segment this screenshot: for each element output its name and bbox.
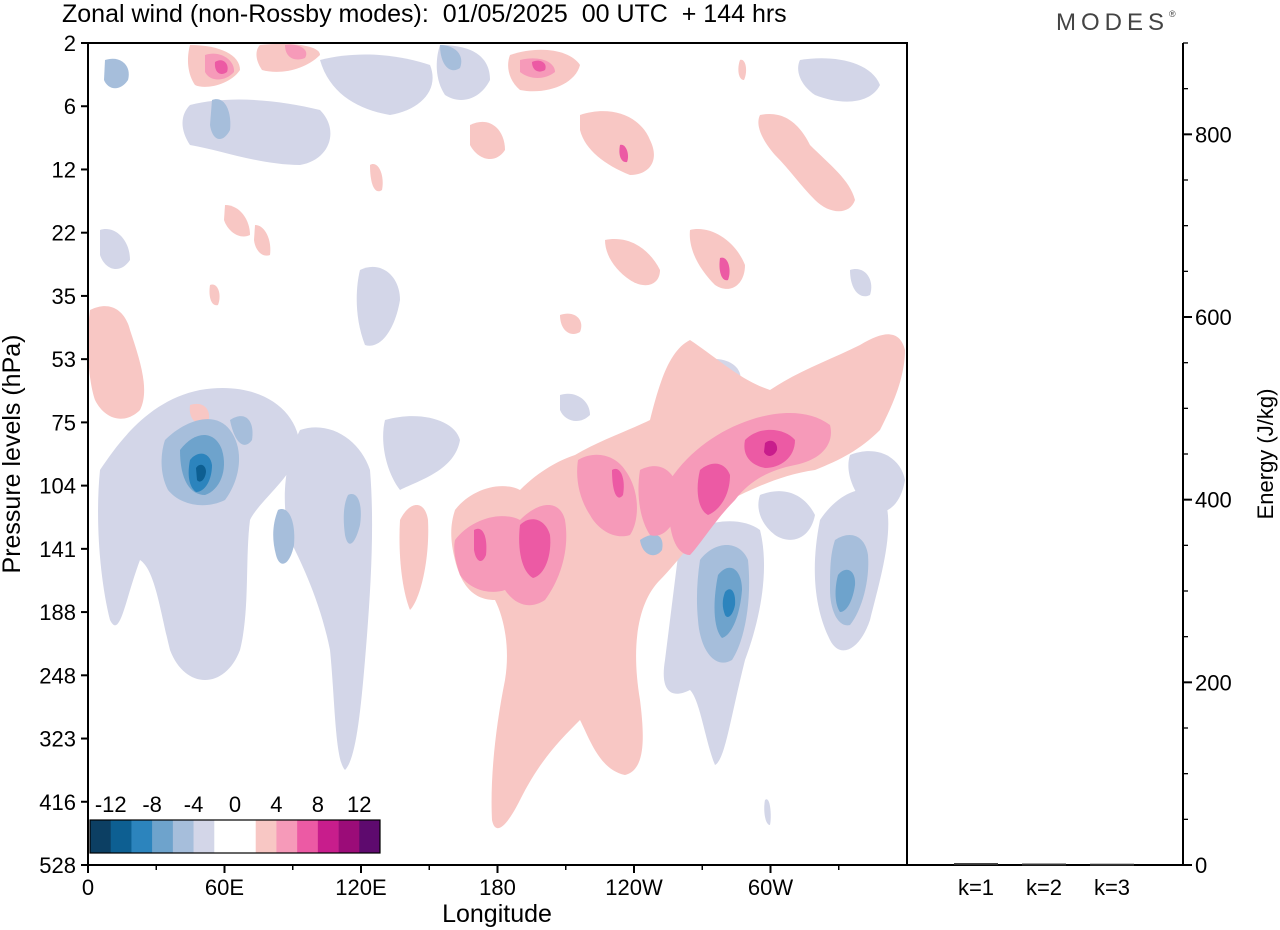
y-axis-title: Pressure levels (hPa) [0, 335, 26, 574]
energy-category-labels: k=1 k=2 k=3 [958, 875, 1130, 900]
colorbar-label: 0 [229, 792, 241, 817]
y-tick-label: 248 [39, 663, 76, 688]
y-tick-label: 141 [39, 537, 76, 562]
colorbar-swatch [359, 820, 381, 853]
colorbar-swatch [235, 820, 257, 853]
energy-bar [1022, 863, 1066, 866]
energy-tick-label: 800 [1195, 122, 1232, 147]
colorbar-swatch [255, 820, 277, 853]
energy-tick-label: 200 [1195, 670, 1232, 695]
y-tick-label: 2 [64, 31, 76, 56]
colorbar-swatch [152, 820, 174, 853]
brand-text: MODES [1056, 9, 1170, 36]
y-tick-label: 35 [52, 284, 76, 309]
registered-mark: ® [1169, 9, 1176, 19]
y-tick-label: 6 [64, 94, 76, 119]
colorbar-swatch [131, 820, 153, 853]
energy-tick-label: 400 [1195, 488, 1232, 513]
colorbar-label: 8 [312, 792, 324, 817]
colorbar-swatch [193, 820, 215, 853]
energy-category-label: k=2 [1026, 875, 1062, 900]
energy-tick-marks [1183, 42, 1192, 866]
x-tick-label: 120W [605, 875, 663, 900]
y-tick-label: 104 [39, 474, 76, 499]
energy-bar [954, 863, 998, 866]
colorbar [89, 819, 381, 854]
y-tick-marks [81, 42, 88, 866]
energy-tick-label: 0 [1195, 853, 1207, 878]
colorbar-label: 4 [270, 792, 282, 817]
zonal-wind-field [88, 43, 905, 829]
x-tick-marks [87, 865, 840, 873]
colorbar-swatch [338, 820, 360, 853]
y-tick-label: 53 [52, 347, 76, 372]
y-tick-label: 22 [52, 221, 76, 246]
energy-tick-labels: 0 200 400 600 800 [1195, 122, 1232, 878]
y-tick-label: 188 [39, 600, 76, 625]
colorbar-label: 12 [347, 792, 371, 817]
x-tick-label: 60W [748, 875, 793, 900]
colorbar-swatch [172, 820, 194, 853]
x-axis-title: Longitude [442, 900, 552, 928]
colorbar-labels: -12 -8 -4 0 4 8 12 [95, 792, 372, 817]
colorbar-swatch [317, 820, 339, 853]
colorbar-label: -4 [184, 792, 204, 817]
y-tick-label: 75 [52, 410, 76, 435]
colorbar-swatch [276, 820, 298, 853]
x-tick-labels: 0 60E 120E 180 120W 60W [82, 875, 793, 900]
colorbar-label: -8 [142, 792, 162, 817]
energy-axis-title: Energy (J/kg) [1253, 389, 1278, 520]
colorbar-swatch [214, 820, 236, 853]
colorbar-swatch [297, 820, 319, 853]
energy-bars [954, 863, 1134, 866]
y-tick-label: 416 [39, 790, 76, 815]
x-tick-label: 180 [479, 875, 516, 900]
x-tick-label: 0 [82, 875, 94, 900]
colorbar-swatch [110, 820, 132, 853]
x-tick-label: 60E [205, 875, 244, 900]
colorbar-swatch [90, 820, 112, 853]
y-tick-label: 323 [39, 727, 76, 752]
energy-tick-label: 600 [1195, 305, 1232, 330]
colorbar-label: -12 [95, 792, 127, 817]
energy-category-label: k=1 [958, 875, 994, 900]
y-tick-labels: 2 6 12 22 35 53 75 104 141 188 248 323 416 528 [39, 31, 76, 878]
colorbar-frame [89, 819, 381, 854]
y-tick-label: 12 [52, 157, 76, 182]
energy-bar [1090, 863, 1134, 866]
chart-title: Zonal wind (non-Rossby modes): 01/05/202… [62, 0, 787, 28]
energy-category-label: k=3 [1094, 875, 1130, 900]
modes-logo: MODES® [1056, 9, 1176, 37]
x-tick-label: 120E [335, 875, 386, 900]
y-tick-label: 528 [39, 853, 76, 878]
